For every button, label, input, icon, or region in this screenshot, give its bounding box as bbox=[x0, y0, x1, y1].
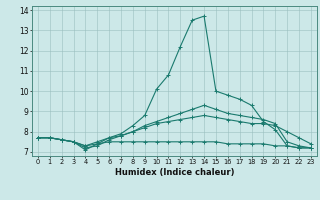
X-axis label: Humidex (Indice chaleur): Humidex (Indice chaleur) bbox=[115, 168, 234, 177]
